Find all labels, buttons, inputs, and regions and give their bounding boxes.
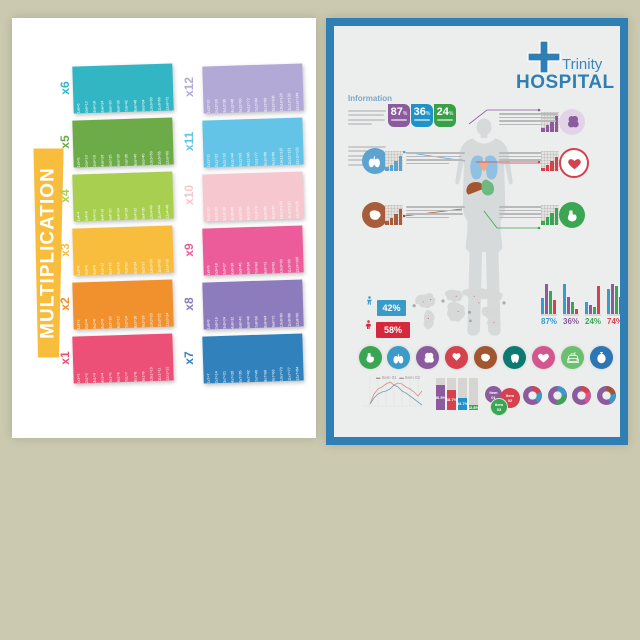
svg-text:Z: Z bbox=[573, 351, 576, 355]
